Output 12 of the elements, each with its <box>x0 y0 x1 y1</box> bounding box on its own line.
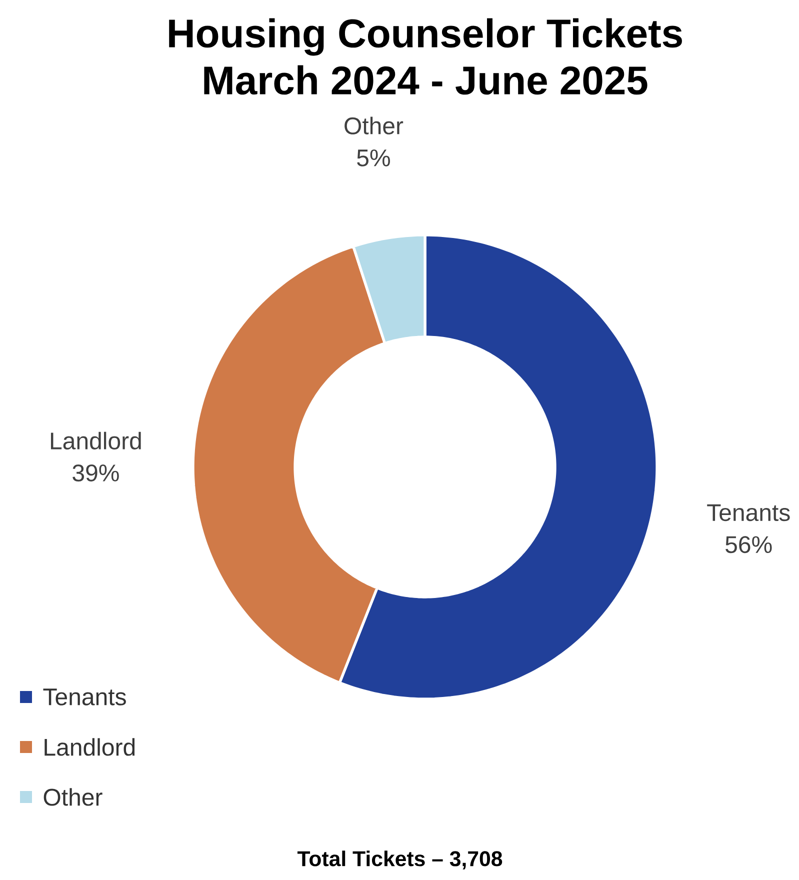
legend-label: Other <box>44 788 102 806</box>
data-label: 5% <box>357 150 390 166</box>
chart-title: Housing Counselor Tickets <box>169 18 682 56</box>
data-label: 39% <box>72 464 119 482</box>
slice-label: Landlord <box>50 432 141 450</box>
legend-label: Landlord <box>44 738 135 756</box>
data-label: 56% <box>726 536 772 554</box>
slice-label: Other <box>344 116 404 134</box>
slice-label: Tenants <box>707 504 790 522</box>
text: Total Tickets – 3,708 <box>297 850 502 870</box>
legend-label: Tenants <box>43 688 126 706</box>
chart-subtitle: March 2024 - June 2025 <box>204 65 648 95</box>
